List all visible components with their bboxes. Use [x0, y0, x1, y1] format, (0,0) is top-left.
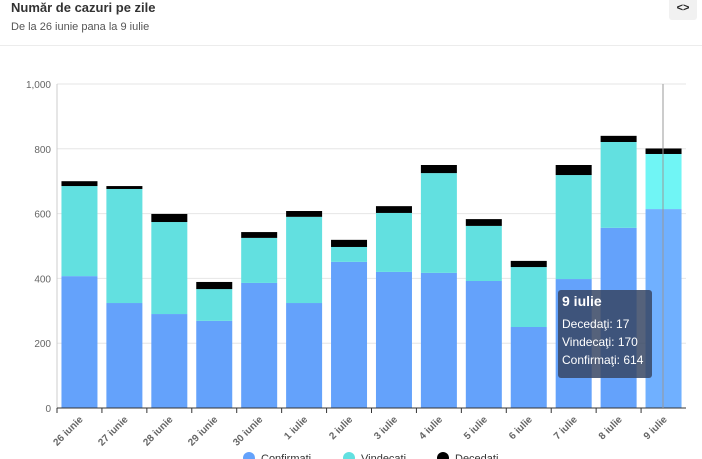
bar-decedati	[151, 213, 188, 223]
bar-decedati	[645, 148, 682, 154]
x-tick-label: 1 iulie	[282, 414, 310, 442]
bar-confirmati	[420, 272, 457, 408]
x-tick-label: 29 iunie	[186, 414, 220, 448]
x-tick-label: 7 iulie	[552, 414, 580, 442]
tooltip-confirmati: Confirmaţi: 614	[562, 353, 644, 367]
bar-decedati	[286, 211, 323, 217]
legend-marker	[243, 452, 255, 459]
y-tick-label: 600	[34, 210, 51, 221]
x-tick-label: 9 iulie	[642, 414, 670, 442]
bar-decedati	[465, 219, 502, 226]
x-tick-label: 26 iunie	[51, 414, 85, 448]
bar-confirmati	[286, 303, 323, 408]
bar-decedati	[241, 232, 278, 238]
tooltip-title: 9 iulie	[562, 293, 602, 309]
bar-decedati	[331, 239, 368, 247]
bar-vindecati	[241, 237, 278, 283]
bar-vindecati	[555, 175, 592, 280]
bar-decedati	[61, 181, 98, 187]
bar-vindecati	[465, 225, 502, 281]
tooltip: 9 iulie Decedaţi: 17 Vindecaţi: 170 Conf…	[558, 290, 652, 378]
chart-subtitle: De la 26 iunie pana la 9 iulie	[11, 21, 150, 33]
bar-decedati	[375, 206, 412, 213]
chart-header: Număr de cazuri pe zile De la 26 iunie p…	[0, 0, 702, 46]
bar-vindecati	[600, 141, 637, 228]
bar-vindecati	[331, 246, 368, 262]
x-tick-label: 3 iulie	[372, 414, 400, 442]
chart-title: Număr de cazuri pe zile	[11, 0, 156, 15]
bar-vindecati	[375, 212, 412, 272]
bar-confirmati	[241, 282, 278, 408]
bar-vindecati	[510, 267, 547, 327]
bar-decedati	[196, 281, 233, 290]
bar-vindecati	[61, 186, 98, 277]
x-tick-label: 30 iunie	[231, 414, 265, 448]
legend-label: Decedati	[455, 453, 498, 459]
y-tick-label: 200	[34, 339, 51, 350]
bar-confirmati	[196, 320, 233, 408]
bar-confirmati	[465, 280, 502, 408]
bar-confirmati	[106, 303, 143, 408]
bar-decedati	[420, 165, 457, 174]
x-tick-label: 5 iulie	[462, 414, 490, 442]
bar-decedati	[555, 165, 592, 176]
y-tick-label: 1,000	[26, 80, 51, 91]
x-tick-label: 28 iunie	[141, 414, 175, 448]
y-tick-label: 800	[34, 145, 51, 156]
bar-vindecati	[645, 153, 682, 210]
x-tick-label: 2 iulie	[327, 414, 355, 442]
tooltip-vindecati: Vindecaţi: 170	[562, 335, 638, 349]
legend-marker	[437, 452, 449, 459]
bar-decedati	[600, 135, 637, 142]
bar-confirmati	[510, 327, 547, 408]
legend-marker	[343, 452, 355, 459]
bar-decedati	[510, 260, 547, 268]
bar-vindecati	[420, 173, 457, 273]
bar-vindecati	[151, 222, 188, 315]
embed-code-button[interactable]: <>	[669, 0, 697, 20]
bar-confirmati	[331, 261, 368, 408]
x-tick-label: 6 iulie	[507, 414, 535, 442]
bar-vindecati	[286, 216, 323, 304]
x-tick-label: 4 iulie	[417, 414, 445, 442]
legend-label: Confirmati	[261, 453, 311, 459]
bar-confirmati	[375, 271, 412, 408]
x-tick-label: 27 iunie	[96, 414, 130, 448]
legend-label: Vindecati	[361, 453, 406, 459]
bar-decedati	[106, 186, 143, 189]
bar-vindecati	[106, 188, 143, 304]
bar-confirmati	[151, 314, 188, 408]
tooltip-decedati: Decedaţi: 17	[562, 317, 630, 331]
y-tick-label: 400	[34, 274, 51, 285]
x-tick-label: 8 iulie	[597, 414, 625, 442]
y-tick-label: 0	[45, 404, 51, 415]
bar-vindecati	[196, 289, 233, 321]
bar-confirmati	[61, 276, 98, 408]
